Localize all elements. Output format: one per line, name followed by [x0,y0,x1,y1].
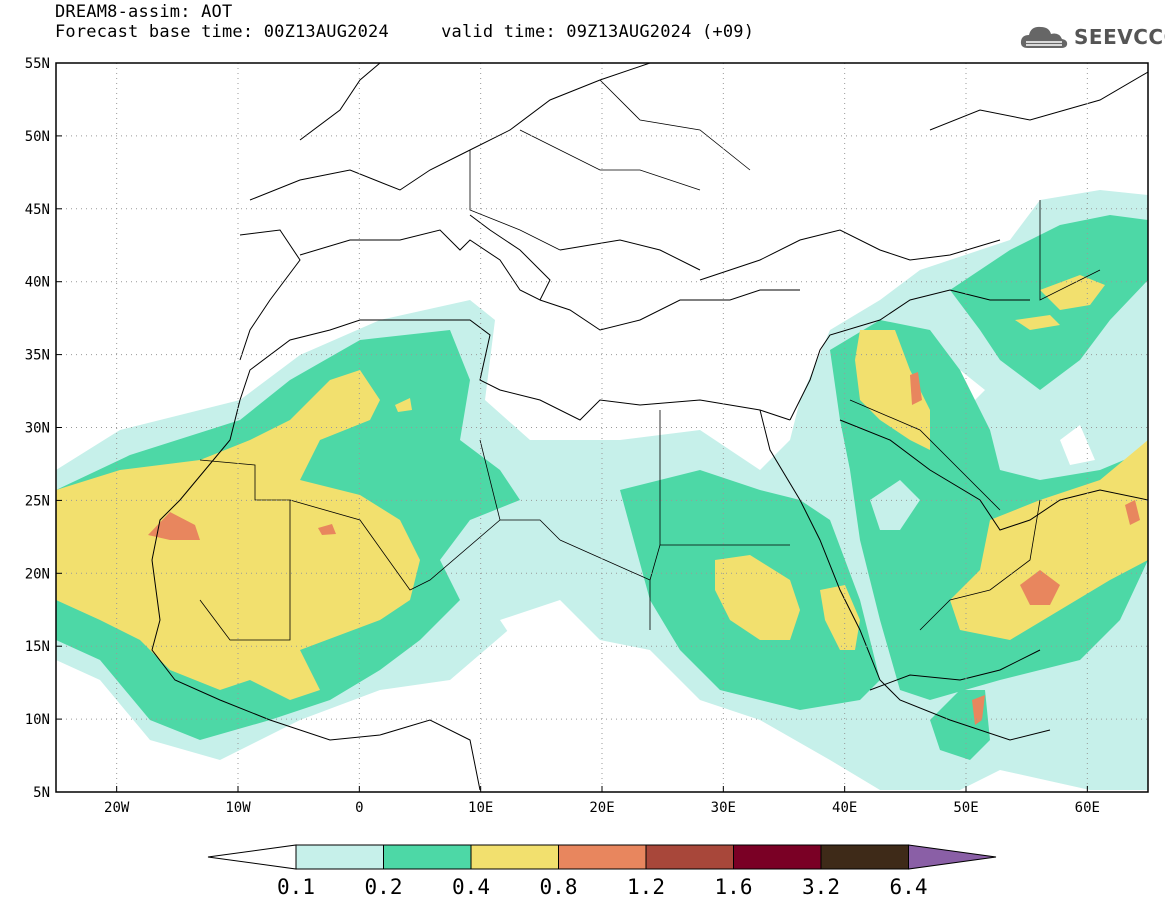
lat-tick-label: 15N [25,639,50,655]
lon-tick-label: 20E [589,800,614,816]
forecast-time-line: Forecast base time: 00Z13AUG2024 valid t… [55,22,755,42]
lat-tick-label: 5N [33,785,50,801]
colorbar-label: 1.2 [627,875,665,899]
cloud-icon [1020,26,1068,48]
colorbar-label: 0.2 [365,875,403,899]
lat-tick-label: 40N [25,275,50,291]
lat-tick-label: 35N [25,348,50,364]
coastlines [151,63,1148,791]
lon-tick-label: 40E [832,800,857,816]
colorbar-label: 0.1 [277,875,315,899]
colorbar-swatch [295,844,384,870]
lon-tick-label: 10W [225,800,251,816]
country-borders [199,79,1101,641]
lon-tick-label: 30E [711,800,736,816]
lat-tick-label: 30N [25,421,50,437]
colorbar-high-arrow [908,844,997,870]
axis-ticks: 20W 10W 0 10E 20E 30E 40E 50E 60E 55N 50N 45N 40N 35N… [25,56,1100,816]
colorbar-label: 6.4 [890,875,928,899]
colorbar-low-arrow [207,844,297,870]
colorbar-swatch [383,844,472,870]
colorbar-label: 1.6 [715,875,753,899]
colorbar-swatch [558,844,647,870]
colorbar-swatch [470,844,559,870]
seevccc-logo: SEEVCCC [1018,22,1165,52]
lat-tick-label: 20N [25,566,50,582]
colorbar-swatch [645,844,734,870]
lon-tick-label: 50E [953,800,978,816]
colorbar-label: 3.2 [802,875,840,899]
logo-text: SEEVCCC [1074,25,1165,49]
colorbar-swatch [820,844,909,870]
lon-tick-label: 60E [1075,800,1100,816]
lon-tick-label: 10E [468,800,493,816]
aot-shading [56,190,1148,790]
lon-tick-label: 0 [355,800,363,816]
map-title: DREAM8-assim: AOT [55,2,233,22]
colorbar-label: 0.4 [452,875,490,899]
lat-tick-label: 25N [25,493,50,509]
lat-tick-label: 55N [25,56,50,72]
lon-tick-label: 20W [104,800,130,816]
colorbar-swatch [733,844,822,870]
colorbar-label: 0.8 [540,875,578,899]
lat-tick-label: 50N [25,129,50,145]
lat-tick-label: 45N [25,202,50,218]
lat-tick-label: 10N [25,712,50,728]
